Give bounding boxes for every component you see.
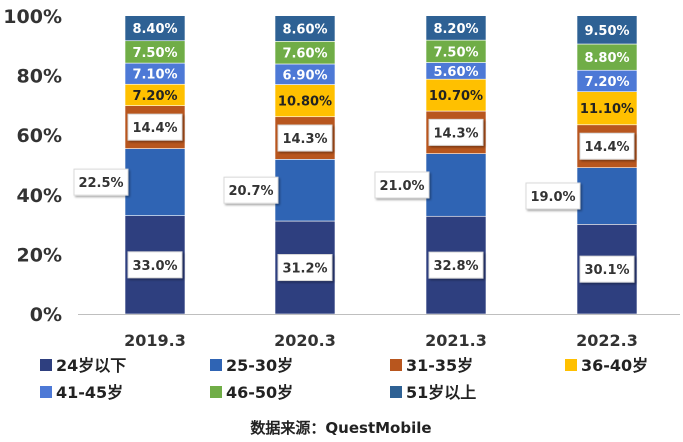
legend-label: 24岁以下 — [56, 356, 126, 375]
legend-swatch — [210, 386, 222, 398]
data-label: 5.60% — [433, 65, 478, 80]
data-label: 7.10% — [132, 68, 177, 83]
legend-item: 36-40岁 — [565, 356, 648, 375]
data-label: 7.50% — [132, 46, 177, 61]
data-label: 32.8% — [433, 259, 478, 274]
legend: 24岁以下 25-30岁 31-35岁 36-40岁 41-45岁 46-50岁 51岁以上 — [40, 356, 648, 402]
bar-segment — [576, 91, 638, 126]
y-tick-label: 100% — [3, 6, 62, 28]
data-label: 8.60% — [282, 23, 327, 38]
data-label: 31.2% — [282, 262, 327, 277]
legend-swatch — [565, 359, 577, 371]
legend-item: 51岁以上 — [390, 383, 476, 402]
legend-item: 46-50岁 — [210, 383, 293, 402]
bar-segment — [274, 84, 336, 118]
data-label: 8.20% — [433, 22, 478, 37]
data-label: 7.50% — [433, 45, 478, 60]
data-label-box — [374, 171, 430, 199]
data-label: 14.4% — [132, 121, 177, 136]
legend-swatch — [40, 386, 52, 398]
data-label-box — [127, 113, 183, 141]
y-tick-label: 80% — [17, 66, 62, 88]
bar-segment — [425, 15, 487, 41]
data-label-box — [428, 251, 484, 279]
y-tick-label: 60% — [17, 125, 62, 147]
data-label-box — [525, 182, 581, 210]
bar-segment — [425, 78, 487, 112]
data-label-box — [277, 124, 333, 152]
data-label: 10.70% — [429, 89, 483, 104]
data-label-box — [428, 118, 484, 146]
bar-segment — [124, 15, 186, 42]
data-label-box — [223, 176, 279, 204]
x-tick-label: 2019.3 — [124, 331, 186, 350]
data-label: 9.50% — [584, 24, 629, 39]
data-label: 14.3% — [282, 132, 327, 147]
x-tick-label: 2022.3 — [576, 331, 638, 350]
data-label-box — [579, 255, 635, 283]
bar-segment — [576, 15, 638, 45]
bar-segment — [124, 148, 186, 216]
legend-label: 41-45岁 — [56, 383, 123, 402]
bar-segment — [274, 159, 336, 222]
legend-swatch — [390, 386, 402, 398]
data-label: 21.0% — [379, 179, 424, 194]
legend-swatch — [40, 359, 52, 371]
y-axis: 0% 20% 40% 60% 80% 100% — [3, 6, 62, 326]
data-label: 14.3% — [433, 126, 478, 141]
bar-segment — [576, 43, 638, 71]
x-tick-label: 2020.3 — [274, 331, 336, 350]
bar-segment — [425, 153, 487, 217]
bar-segment — [576, 167, 638, 225]
data-label: 30.1% — [584, 263, 629, 278]
data-label: 7.60% — [282, 47, 327, 62]
y-tick-label: 40% — [17, 185, 62, 207]
data-label-box — [73, 168, 129, 196]
data-label: 19.0% — [530, 190, 575, 205]
data-label: 8.80% — [584, 51, 629, 66]
legend-item: 25-30岁 — [210, 356, 293, 375]
legend-label: 51岁以上 — [406, 383, 476, 402]
legend-label: 46-50岁 — [226, 383, 293, 402]
data-label: 7.20% — [584, 75, 629, 90]
data-label: 33.0% — [132, 259, 177, 274]
data-label: 22.5% — [78, 176, 123, 191]
legend-swatch — [210, 359, 222, 371]
data-label: 8.40% — [132, 22, 177, 37]
legend-item: 41-45岁 — [40, 383, 123, 402]
segment-labels: 33.0% 22.5% 14.4% 7.20% 7.10% 7.50% 8.40% 31.2%… — [73, 22, 635, 283]
data-label-box — [127, 251, 183, 279]
legend-item: 24岁以下 — [40, 356, 126, 375]
legend-label: 31-35岁 — [406, 356, 473, 375]
source-note: 数据来源：QuestMobile — [250, 419, 431, 437]
data-label: 14.4% — [584, 140, 629, 155]
data-label-box — [579, 132, 635, 160]
legend-swatch — [390, 359, 402, 371]
data-label: 6.90% — [282, 68, 327, 83]
x-axis: 2019.3 2020.3 2021.3 2022.3 — [78, 314, 680, 350]
data-label: 10.80% — [278, 95, 332, 110]
legend-label: 36-40岁 — [581, 356, 648, 375]
data-label-box — [277, 254, 333, 282]
data-label: 7.20% — [132, 89, 177, 104]
data-label: 11.10% — [580, 102, 634, 117]
y-tick-label: 0% — [30, 304, 62, 326]
legend-label: 25-30岁 — [226, 356, 293, 375]
data-label: 20.7% — [228, 184, 273, 199]
legend-item: 31-35岁 — [390, 356, 473, 375]
bars — [124, 15, 638, 315]
y-tick-label: 20% — [17, 244, 62, 266]
x-tick-label: 2021.3 — [425, 331, 487, 350]
bar-segment — [274, 15, 336, 42]
